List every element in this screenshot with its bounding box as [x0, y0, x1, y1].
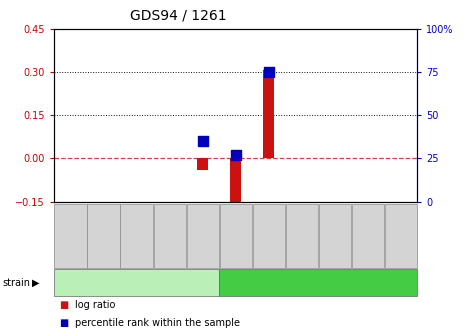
Text: GSM1647: GSM1647	[332, 218, 338, 254]
Bar	[230, 158, 242, 209]
Text: GSM1644: GSM1644	[233, 218, 239, 254]
Text: GSM1635: GSM1635	[100, 218, 106, 254]
Text: GSM1638: GSM1638	[200, 218, 205, 254]
Text: GSM1650: GSM1650	[365, 218, 371, 254]
Text: GSM1646: GSM1646	[299, 218, 305, 254]
Text: log ratio: log ratio	[75, 300, 115, 310]
Point	[199, 138, 206, 144]
Text: percentile rank within the sample: percentile rank within the sample	[75, 318, 240, 328]
Text: strain: strain	[2, 278, 30, 288]
Text: GSM1651: GSM1651	[398, 218, 404, 254]
Text: wild type: wild type	[293, 278, 344, 288]
Text: ■: ■	[59, 318, 68, 328]
Bar	[263, 70, 274, 158]
Text: GSM1636: GSM1636	[134, 218, 140, 254]
Text: BY4716: BY4716	[115, 278, 158, 288]
Text: ■: ■	[59, 300, 68, 310]
Point	[265, 69, 272, 75]
Text: GSM1645: GSM1645	[266, 218, 272, 254]
Bar	[197, 158, 208, 170]
Text: GSM1637: GSM1637	[166, 218, 173, 254]
Text: GDS94 / 1261: GDS94 / 1261	[130, 8, 227, 23]
Text: GSM1634: GSM1634	[68, 218, 74, 254]
Point	[232, 152, 240, 158]
Text: ▶: ▶	[32, 278, 39, 288]
